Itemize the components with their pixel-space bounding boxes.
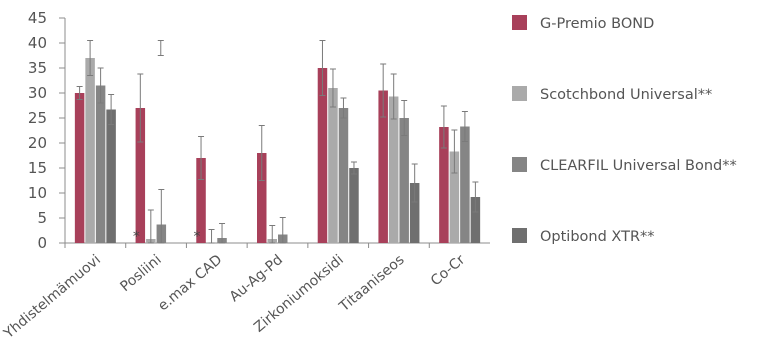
y-tick-label: 0 [37,234,47,252]
error-bars-group [76,40,479,244]
bar-g-premio-bond-zirkoniumoksidi [317,68,328,243]
bar-clearfil-universal-bond-titaaniseos [399,118,409,243]
bar-scotchbond-universal-yhdistelmamuovi [85,58,95,243]
legend-swatch-scotchbond-universal [512,86,527,101]
bar-optibond-xtr-co-cr [470,197,481,243]
legend-swatch-g-premio-bond [512,15,527,30]
legend-swatch-clearfil-universal-bond [512,157,527,172]
y-tick-label: 20 [28,134,47,152]
x-category-label-e-max-cad: e.max CAD [155,252,225,314]
y-tick-label: 25 [28,109,47,127]
bar-g-premio-bond-titaaniseos [378,90,388,243]
significance-star-posliini: * [133,229,140,245]
bar-g-premio-bond-e-max-cad [196,158,206,243]
legend-swatch-optibond-xtr [512,228,527,243]
bar-clearfil-universal-bond-zirkoniumoksidi [338,108,349,243]
bar-scotchbond-universal-co-cr [449,151,460,243]
y-tick-label: 40 [28,34,47,52]
axis-group: 0 5 10 15 20 25 30 35 40 45 [28,9,490,252]
x-category-label-posliini: Posliini [117,252,164,295]
annotations-group: * * [133,40,201,245]
x-category-label-titaaniseos: Titaaniseos [336,252,408,316]
legend: G-Premio BOND Scotchbond Universal** CLEAR… [512,15,737,245]
x-category-label-au-ag-pd: Au-Ag-Pd [227,252,286,305]
y-tick-label: 45 [28,9,47,27]
y-tick-label: 10 [28,184,47,202]
y-tick-label: 35 [28,59,47,77]
bar-scotchbond-universal-zirkoniumoksidi [328,88,338,243]
legend-label-clearfil-universal-bond: CLEARFIL Universal Bond** [540,158,737,174]
legend-label-optibond-xtr: Optibond XTR** [540,229,655,245]
x-category-label-co-cr: Co-Cr [428,252,468,290]
bar-g-premio-bond-au-ag-pd [257,153,267,243]
bar-clearfil-universal-bond-co-cr [460,126,470,243]
bar-g-premio-bond-co-cr [439,127,449,243]
legend-label-g-premio-bond: G-Premio BOND [540,16,654,32]
bars-group [74,58,481,243]
bar-optibond-xtr-yhdistelmamuovi [106,109,116,243]
y-tick-label: 5 [37,209,47,227]
significance-star-e-max-cad: * [194,229,201,245]
legend-label-scotchbond-universal: Scotchbond Universal** [540,87,712,103]
y-tick-label: 15 [28,159,47,177]
bar-g-premio-bond-posliini [135,108,146,243]
x-category-label-yhdistelmamuovi: Yhdistelmämuovi [0,252,104,343]
bar-optibond-xtr-titaaniseos [409,183,420,243]
y-tick-label: 30 [28,84,47,102]
bar-clearfil-universal-bond-yhdistelmamuovi [95,85,106,243]
bar-optibond-xtr-zirkoniumoksidi [349,168,359,243]
bar-scotchbond-universal-titaaniseos [388,96,399,243]
bar-g-premio-bond-yhdistelmamuovi [74,93,85,243]
